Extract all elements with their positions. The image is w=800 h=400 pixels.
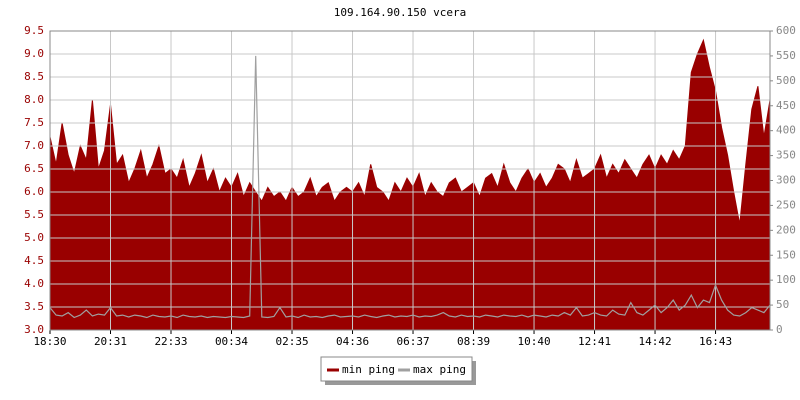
y2-tick-label: 150: [776, 248, 796, 261]
y2-tick-label: 50: [776, 298, 789, 311]
y-tick-label: 5.5: [24, 208, 44, 221]
y-tick-label: 4.5: [24, 254, 44, 267]
y-tick-label: 8.5: [24, 70, 44, 83]
legend-box: [320, 356, 473, 382]
y2-tick-label: 600: [776, 24, 796, 37]
y2-tick-label: 300: [776, 174, 796, 187]
y-tick-label: 3.5: [24, 300, 44, 313]
x-tick-label: 16:43: [699, 335, 732, 348]
y-tick-label: 3.0: [24, 323, 44, 336]
y-tick-label: 6.5: [24, 162, 44, 175]
series-area: [49, 38, 771, 331]
y-tick-label: 7.0: [24, 139, 44, 152]
legend-label: max ping: [413, 363, 466, 376]
x-tick-label: 22:33: [154, 335, 187, 348]
legend: min ping max ping: [320, 356, 476, 385]
y2-tick-label: 0: [776, 323, 783, 336]
y-tick-label: 4.0: [24, 277, 44, 290]
plot-area: [49, 38, 771, 331]
y-tick-label: 8.0: [24, 93, 44, 106]
x-tick-label: 10:40: [517, 335, 550, 348]
x-tick-label: 04:36: [336, 335, 369, 348]
legend-label: min ping: [342, 363, 395, 376]
y-tick-label: 5.0: [24, 231, 44, 244]
series-line: [49, 55, 771, 319]
x-tick-label: 20:31: [94, 335, 127, 348]
x-tick-label: 00:34: [215, 335, 248, 348]
chart-title: 109.164.90.150 vcera: [334, 6, 466, 19]
y-tick-label: 7.5: [24, 116, 44, 129]
y2-tick-label: 400: [776, 124, 796, 137]
y2-tick-label: 500: [776, 74, 796, 87]
y-tick-label: 6.0: [24, 185, 44, 198]
x-tick-label: 06:37: [396, 335, 429, 348]
y2-tick-label: 350: [776, 149, 796, 162]
x-tick-label: 14:42: [638, 335, 671, 348]
x-tick-label: 12:41: [578, 335, 611, 348]
x-tick-label: 08:39: [457, 335, 490, 348]
y-tick-label: 9.0: [24, 47, 44, 60]
y2-tick-label: 250: [776, 198, 796, 211]
plot-frame: [49, 30, 771, 331]
x-tick-label: 02:35: [275, 335, 308, 348]
y2-tick-label: 550: [776, 49, 796, 62]
y2-tick-label: 100: [776, 273, 796, 286]
y-tick-label: 9.5: [24, 24, 44, 37]
x-tick-label: 18:30: [33, 335, 66, 348]
y2-tick-label: 450: [776, 99, 796, 112]
y2-tick-label: 200: [776, 223, 796, 236]
